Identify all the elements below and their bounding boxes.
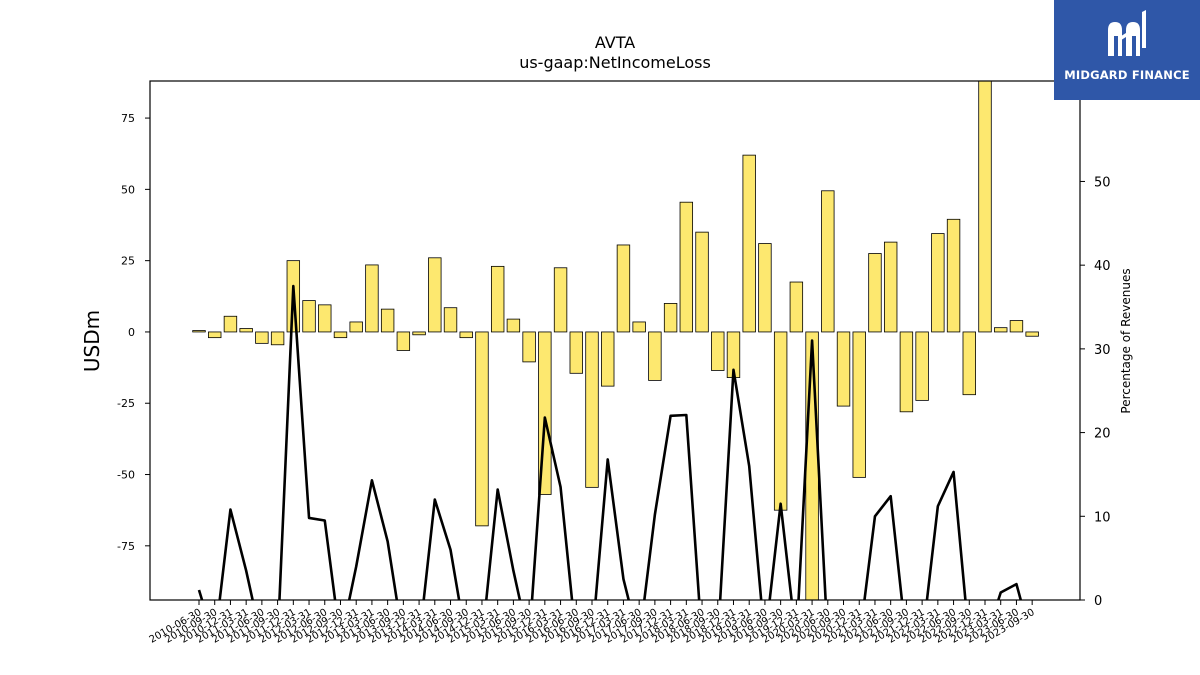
bar [522, 331, 536, 363]
bar [852, 331, 866, 478]
bar [255, 331, 269, 344]
y2-tick-label: 0 [1094, 594, 1102, 609]
bar [349, 321, 363, 333]
bar [821, 190, 835, 333]
bar [758, 243, 772, 333]
bar [789, 281, 804, 333]
bar [632, 321, 646, 333]
bar [946, 218, 961, 333]
bar [1025, 331, 1039, 337]
y2-tick-label: 20 [1094, 427, 1111, 442]
bar [553, 267, 568, 333]
bar [773, 331, 788, 511]
bar [412, 331, 426, 336]
bar [318, 304, 332, 333]
bar [695, 231, 709, 333]
y-tick-label: -75 [117, 540, 135, 553]
bar [805, 331, 819, 600]
bar [994, 327, 1008, 333]
bar [616, 244, 631, 333]
y2-tick-label: 30 [1094, 343, 1111, 358]
brand-logo: MIDGARD FINANCE [1054, 0, 1200, 100]
bar [883, 241, 898, 333]
bar [648, 331, 662, 381]
bar [396, 331, 411, 351]
bar [223, 315, 238, 333]
chart-subtitle: us-gaap:NetIncomeLoss [519, 53, 711, 72]
bar [931, 233, 945, 333]
bar [302, 300, 316, 333]
bar [601, 331, 615, 387]
y-tick-label: 0 [128, 326, 135, 339]
bar [333, 331, 348, 339]
y-tick-label: -50 [117, 469, 135, 482]
bar [742, 154, 756, 333]
bar [459, 331, 473, 339]
bar [490, 265, 505, 333]
y-tick-label: 75 [121, 112, 135, 125]
y2-axis-label: Percentage of Revenues [1119, 268, 1133, 413]
plot-frame [149, 80, 1081, 601]
bar [239, 328, 253, 333]
y-tick-label: 25 [121, 255, 135, 268]
bar [915, 331, 929, 401]
plot-area: -75-50-250255075010203040502010-06-30201… [117, 81, 1111, 646]
bar [962, 331, 976, 396]
y-tick-label: 50 [121, 183, 135, 196]
bar [428, 257, 442, 333]
bar [192, 330, 206, 333]
bar [475, 331, 489, 527]
bar [711, 331, 725, 371]
bar [506, 318, 521, 333]
bar [978, 81, 992, 333]
midgard-logo-icon [1108, 10, 1146, 56]
bar [899, 331, 914, 413]
y2-tick-label: 50 [1094, 175, 1111, 190]
bar [679, 201, 694, 333]
y2-tick-label: 40 [1094, 259, 1111, 274]
chart-marks [192, 81, 1039, 600]
bar [270, 331, 285, 346]
y-axis-label: USDm [80, 310, 104, 372]
y-tick-label: -25 [117, 397, 135, 410]
y2-tick-label: 10 [1094, 510, 1111, 525]
bar [365, 264, 379, 333]
series-line [197, 284, 1023, 600]
bar [868, 253, 882, 333]
bar [569, 331, 583, 374]
bar [836, 331, 851, 407]
bar [380, 308, 395, 333]
bar [663, 303, 678, 333]
bar [443, 307, 458, 333]
bar [1009, 320, 1024, 333]
chart-title: AVTA [595, 33, 635, 52]
bar [208, 331, 222, 339]
bar [585, 331, 599, 488]
brand-name: MIDGARD FINANCE [1064, 68, 1190, 82]
